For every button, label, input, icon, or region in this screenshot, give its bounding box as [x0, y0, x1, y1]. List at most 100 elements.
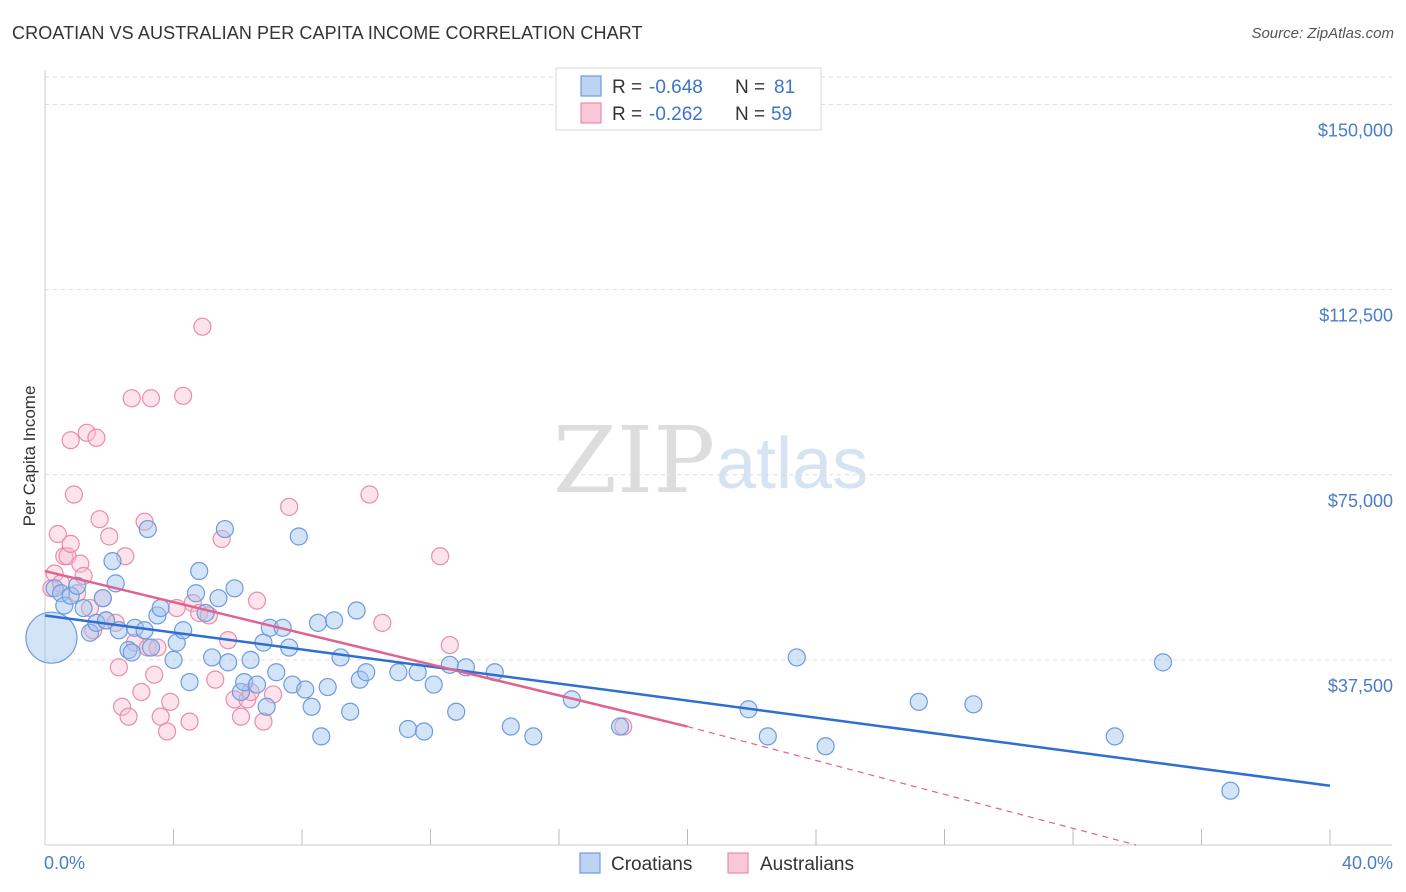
correlation-legend: R = -0.648 N = 81 R = -0.262 N = 59 [555, 67, 822, 131]
croatian-point-29 [202, 648, 222, 667]
legend-n-value-croatians: 81 [774, 77, 795, 98]
legend-n-value-australians: 59 [771, 104, 792, 125]
croatian-point-75 [964, 695, 983, 714]
y-tick-label-112500: $112,500 [1319, 306, 1393, 326]
australian-point-31 [145, 665, 164, 684]
australian-point-46 [225, 690, 244, 709]
croatian-point-28 [196, 603, 215, 623]
x-tick-label-max: 40.0% [1342, 853, 1393, 873]
bottom-legend-croatians: Croatians [611, 854, 692, 875]
croatian-point-56 [357, 663, 376, 682]
australian-point-19 [100, 527, 119, 546]
croatian-point-14 [119, 640, 138, 660]
australian-point-25 [122, 389, 141, 408]
croatian-point-61 [424, 675, 443, 694]
croatian-point-5 [68, 576, 87, 595]
croatian-point-4 [61, 586, 80, 605]
croatian-point-45 [289, 527, 308, 546]
australian-point-12 [77, 423, 96, 442]
croatian-point-73 [816, 737, 835, 756]
croatian-point-51 [325, 611, 344, 630]
australian-point-41 [193, 317, 212, 336]
australian-point-22 [112, 697, 132, 716]
croatian-point-0 [25, 611, 78, 664]
legend-r-value-croatians: -0.648 [649, 77, 703, 98]
trend-lines [44, 569, 1331, 846]
australian-point-37 [174, 386, 193, 405]
croatian-point-50 [318, 677, 337, 697]
legend-swatch-croatians [580, 75, 602, 97]
croatian-point-3 [55, 596, 74, 615]
croatian-point-74 [909, 692, 928, 711]
australian-point-57 [440, 635, 459, 655]
legend-n-label-australians: N = [735, 104, 765, 125]
y-tick-label-37500: $37,500 [1328, 676, 1393, 696]
croatian-point-22 [164, 650, 183, 669]
croatian-point-46 [296, 680, 315, 699]
axes [44, 70, 1392, 846]
gridlines [45, 76, 1392, 661]
croatian-point-58 [398, 719, 418, 739]
legend-r-label-australians: R = [612, 104, 642, 125]
croatian-point-53 [341, 702, 360, 721]
australian-point-44 [212, 529, 231, 549]
x-tick-label-min: 0.0% [44, 853, 85, 873]
watermark-zip: ZIP [553, 407, 715, 514]
australian-point-24 [119, 707, 138, 726]
croatians-points [25, 519, 1240, 800]
croatians-trend-line [44, 614, 1331, 788]
x-ticks [173, 829, 1331, 845]
australian-point-15 [87, 428, 106, 447]
australians-trend-extension [687, 725, 1137, 846]
croatian-point-66 [501, 717, 520, 736]
croatian-point-71 [758, 727, 777, 746]
bottom-legend-swatch-australians [727, 852, 749, 874]
croatian-point-37 [247, 675, 267, 694]
croatian-point-27 [190, 561, 209, 581]
croatian-point-48 [308, 613, 328, 632]
australian-point-53 [280, 497, 299, 516]
australians-points [42, 317, 633, 741]
croatian-point-9 [93, 589, 112, 608]
croatian-point-72 [787, 648, 806, 667]
australian-point-30 [141, 389, 161, 408]
croatian-point-60 [414, 722, 434, 741]
croatian-point-26 [186, 584, 206, 603]
croatian-point-67 [524, 727, 543, 746]
y-tick-labels: $37,500 $75,000 $112,500 $150,000 [1318, 121, 1393, 696]
croatian-point-55 [350, 670, 369, 689]
croatian-point-25 [180, 673, 199, 692]
croatian-point-76 [1105, 727, 1124, 746]
australian-point-34 [157, 722, 177, 741]
legend-r-label-croatians: R = [612, 77, 642, 98]
croatian-point-52 [331, 648, 350, 667]
legend-swatch-australians [580, 102, 602, 124]
croatian-point-33 [225, 579, 244, 598]
bottom-legend-swatch-croatians [579, 852, 601, 874]
australian-point-21 [109, 658, 128, 677]
australian-point-7 [61, 431, 80, 450]
y-tick-label-150000: $150,000 [1318, 121, 1393, 141]
chart-title: CROATIAN VS AUSTRALIAN PER CAPITA INCOME… [12, 23, 643, 43]
croatian-point-24 [174, 621, 193, 640]
croatian-point-32 [219, 653, 238, 672]
australian-point-55 [373, 613, 392, 632]
australian-point-47 [231, 707, 251, 726]
australian-point-49 [241, 682, 260, 702]
croatian-point-20 [151, 598, 170, 618]
croatian-point-47 [302, 697, 321, 716]
australian-point-56 [431, 547, 450, 566]
australian-point-2 [48, 524, 67, 544]
croatian-point-63 [447, 702, 466, 721]
legend-r-value-australians: -0.262 [649, 104, 703, 125]
australian-point-50 [247, 591, 267, 610]
croatian-point-15 [122, 643, 141, 662]
croatian-point-39 [257, 697, 276, 716]
australian-point-38 [180, 712, 199, 731]
croatian-point-6 [74, 598, 93, 618]
bottom-legend-australians: Australians [760, 854, 854, 875]
croatian-point-21 [138, 519, 157, 539]
y-axis-label: Per Capita Income [20, 386, 39, 527]
australian-point-51 [254, 712, 273, 731]
croatian-point-18 [141, 638, 161, 657]
